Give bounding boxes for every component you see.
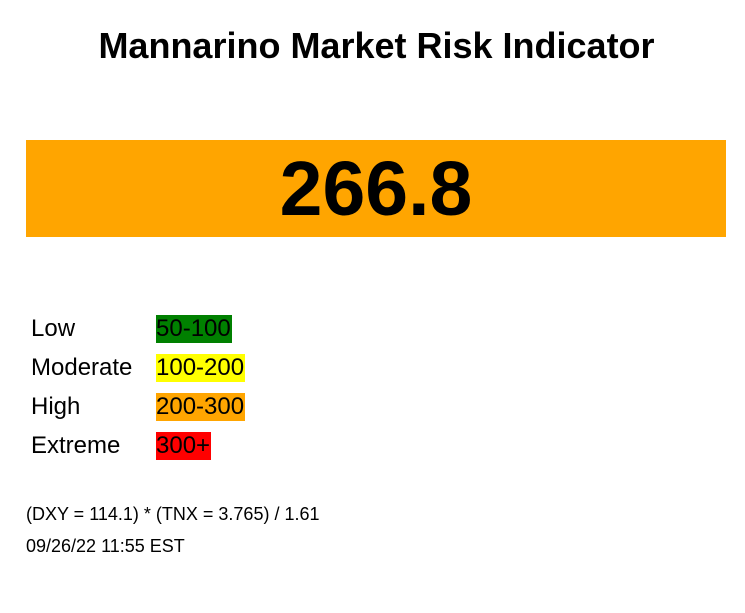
legend-row-extreme: Extreme 300+	[31, 426, 245, 465]
page-title: Mannarino Market Risk Indicator	[98, 25, 655, 66]
risk-level-legend: Low 50-100 Moderate 100-200 High 200-300…	[31, 309, 246, 465]
risk-value-banner: 266.8	[26, 140, 726, 237]
timestamp: 09/26/22 11:55 EST	[26, 536, 185, 556]
legend-row-high: High 200-300	[31, 387, 246, 426]
legend-label: Moderate	[31, 353, 133, 381]
risk-value: 266.8	[279, 146, 473, 232]
legend-range-extreme: 300+	[156, 431, 212, 460]
legend-range-moderate: 100-200	[156, 353, 246, 382]
legend-row-moderate: Moderate 100-200	[31, 348, 246, 387]
legend-row-low: Low 50-100	[31, 309, 245, 348]
legend-range-low: 50-100	[156, 314, 232, 343]
legend-label: Low	[31, 314, 76, 342]
formula-text: (DXY = 114.1) * (TNX = 3.765) / 1.61	[26, 504, 320, 524]
legend-label: High	[31, 392, 81, 420]
legend-label: Extreme	[31, 431, 121, 459]
legend-range-high: 200-300	[156, 392, 246, 421]
